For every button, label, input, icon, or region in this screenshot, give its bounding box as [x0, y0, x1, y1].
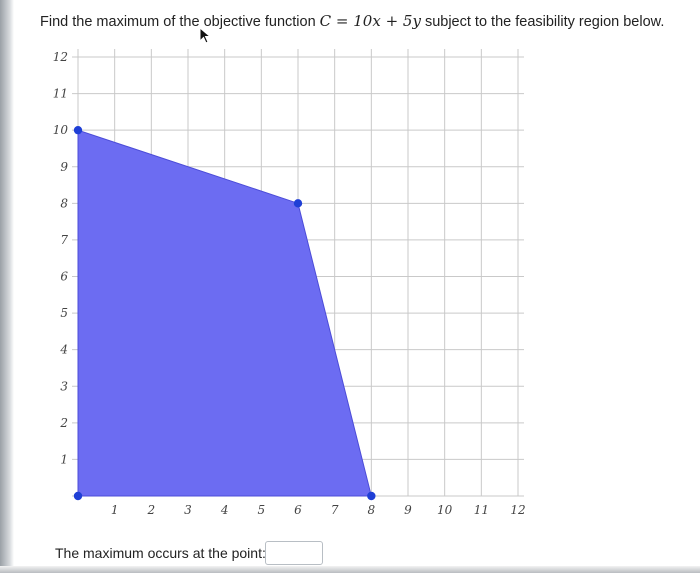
screen-bottom-edge	[0, 566, 700, 573]
y-tick-label: 10	[53, 123, 69, 137]
y-tick-label: 9	[60, 160, 68, 174]
x-tick-label: 10	[437, 503, 453, 517]
x-axis-ticks: 1 2 3 4 5 6 7 8 9 10 11 12	[111, 503, 526, 517]
x-tick-label: 11	[474, 503, 489, 517]
vertex-points	[73, 125, 376, 501]
y-tick-label: 11	[53, 87, 68, 101]
x-tick-label: 4	[220, 503, 229, 517]
x-tick-label: 3	[184, 503, 192, 517]
objective-function: C = 10x + 5y	[319, 12, 421, 30]
question-suffix: subject to the feasibility region below.	[420, 14, 665, 30]
y-tick-label: 7	[60, 233, 68, 247]
x-tick-label: 2	[147, 503, 156, 517]
mouse-cursor-icon	[199, 27, 212, 44]
vertex-point	[293, 199, 303, 208]
x-tick-label: 9	[404, 503, 412, 517]
screen-edge	[0, 0, 14, 573]
x-tick-label: 8	[368, 503, 376, 517]
vertex-point	[73, 125, 83, 135]
y-tick-label: 5	[60, 306, 68, 320]
x-tick-label: 6	[294, 503, 302, 517]
y-tick-label: 3	[60, 379, 68, 393]
x-tick-label: 7	[331, 503, 339, 517]
y-tick-label: 8	[60, 196, 68, 210]
y-tick-label: 12	[53, 50, 68, 64]
y-tick-label: 4	[59, 343, 68, 357]
x-tick-label: 1	[111, 503, 119, 517]
question-prefix: Find the maximum of the objective functi…	[40, 14, 320, 30]
answer-input[interactable]	[265, 541, 323, 565]
y-tick-label: 2	[59, 416, 68, 430]
x-tick-label: 5	[258, 503, 266, 517]
vertex-point	[73, 491, 83, 501]
y-tick-label: 6	[60, 270, 68, 284]
vertex-point	[367, 491, 376, 501]
x-tick-label: 12	[510, 503, 525, 517]
y-tick-label: 1	[60, 452, 68, 466]
question-text: Find the maximum of the objective functi…	[40, 12, 664, 30]
answer-label: The maximum occurs at the point:	[55, 545, 266, 561]
